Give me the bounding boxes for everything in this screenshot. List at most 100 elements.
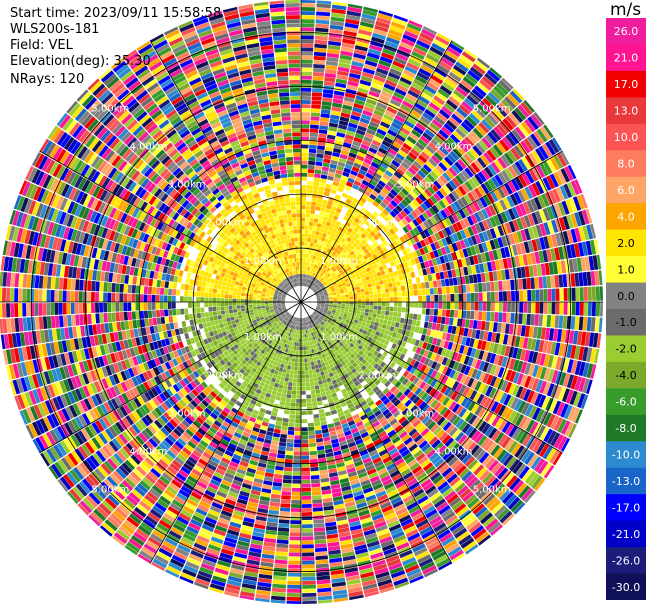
velocity-gate	[394, 137, 404, 146]
velocity-gate	[578, 316, 584, 331]
velocity-gate	[307, 168, 315, 174]
velocity-gate	[327, 44, 341, 51]
velocity-gate	[320, 207, 326, 213]
velocity-gate	[316, 198, 323, 204]
velocity-gate	[512, 88, 525, 101]
velocity-gate	[316, 372, 321, 377]
velocity-gate	[331, 289, 336, 292]
velocity-gate	[319, 125, 329, 131]
velocity-gate	[302, 560, 315, 565]
velocity-gate	[325, 256, 330, 262]
velocity-gate	[328, 226, 334, 232]
velocity-gate	[329, 249, 334, 255]
velocity-gate	[504, 246, 511, 258]
velocity-gate	[341, 243, 347, 249]
velocity-gate	[360, 274, 365, 279]
velocity-gate	[361, 277, 367, 282]
velocity-gate	[433, 39, 448, 50]
velocity-gate	[301, 390, 306, 395]
velocity-gate	[462, 293, 467, 302]
velocity-gate	[583, 302, 588, 316]
velocity-gate	[423, 229, 431, 238]
velocity-gate	[420, 64, 434, 74]
velocity-gate	[483, 152, 494, 164]
velocity-gate	[398, 80, 411, 89]
velocity-gate	[558, 246, 565, 260]
velocity-gate	[547, 220, 555, 234]
velocity-gate	[484, 272, 490, 282]
velocity-gate	[559, 302, 564, 315]
velocity-gate	[312, 499, 323, 504]
velocity-gate	[426, 295, 431, 302]
velocity-gate	[301, 201, 306, 206]
velocity-gate	[414, 302, 419, 308]
velocity-gate	[303, 257, 306, 262]
velocity-gate	[375, 169, 385, 177]
velocity-gate	[412, 47, 427, 57]
velocity-gate	[542, 276, 548, 289]
velocity-gate	[372, 253, 378, 260]
velocity-gate	[289, 536, 301, 541]
velocity-gate	[429, 251, 436, 259]
velocity-gate	[454, 161, 464, 172]
velocity-gate	[434, 115, 446, 126]
velocity-gate	[359, 183, 368, 190]
velocity-gate	[302, 261, 306, 266]
velocity-gate	[328, 36, 342, 43]
velocity-gate	[516, 142, 528, 156]
velocity-gate	[436, 279, 442, 288]
velocity-gate	[324, 225, 330, 231]
velocity-gate	[464, 136, 475, 148]
velocity-gate	[428, 207, 437, 216]
velocity-gate	[321, 485, 331, 491]
velocity-gate	[301, 217, 306, 222]
velocity-gate	[549, 173, 559, 188]
velocity-gate	[344, 291, 349, 295]
velocity-gate	[357, 200, 365, 207]
velocity-gate	[320, 298, 325, 300]
velocity-gate	[316, 294, 320, 297]
velocity-gate	[272, 583, 287, 589]
velocity-gate	[519, 290, 524, 302]
velocity-gate	[383, 136, 394, 144]
velocity-gate	[275, 551, 288, 557]
velocity-gate	[301, 245, 304, 250]
velocity-gate	[368, 290, 374, 295]
velocity-gate	[301, 455, 310, 460]
velocity-gate	[478, 122, 490, 134]
velocity-gate	[288, 381, 293, 387]
velocity-gate	[351, 220, 358, 227]
velocity-gate	[281, 495, 291, 500]
velocity-gate	[371, 317, 376, 322]
velocity-gate	[427, 259, 434, 267]
velocity-gate	[416, 283, 422, 290]
velocity-gate	[406, 296, 410, 302]
velocity-gate	[425, 252, 432, 261]
velocity-gate	[330, 206, 337, 212]
velocity-gate	[328, 282, 333, 286]
velocity-gate	[355, 41, 369, 48]
velocity-gate	[474, 244, 481, 255]
velocity-gate	[460, 156, 470, 167]
velocity-gate	[523, 241, 530, 254]
velocity-gate	[494, 312, 499, 322]
velocity-gate	[502, 197, 511, 210]
velocity-gate	[316, 579, 331, 585]
velocity-gate	[511, 302, 516, 313]
velocity-gate	[521, 156, 532, 170]
velocity-gate	[301, 471, 311, 476]
velocity-gate	[427, 322, 433, 330]
velocity-gate	[489, 228, 497, 239]
velocity-gate	[550, 315, 556, 328]
velocity-gate	[558, 217, 567, 231]
velocity-gate	[367, 316, 372, 321]
velocity-gate	[524, 265, 530, 278]
velocity-gate	[383, 113, 394, 122]
velocity-gate	[458, 142, 469, 153]
velocity-gate	[354, 283, 360, 288]
velocity-gate	[315, 19, 330, 25]
velocity-gate	[377, 194, 385, 202]
velocity-gate	[530, 277, 535, 289]
velocity-gate	[352, 197, 360, 204]
velocity-gate	[307, 274, 310, 279]
